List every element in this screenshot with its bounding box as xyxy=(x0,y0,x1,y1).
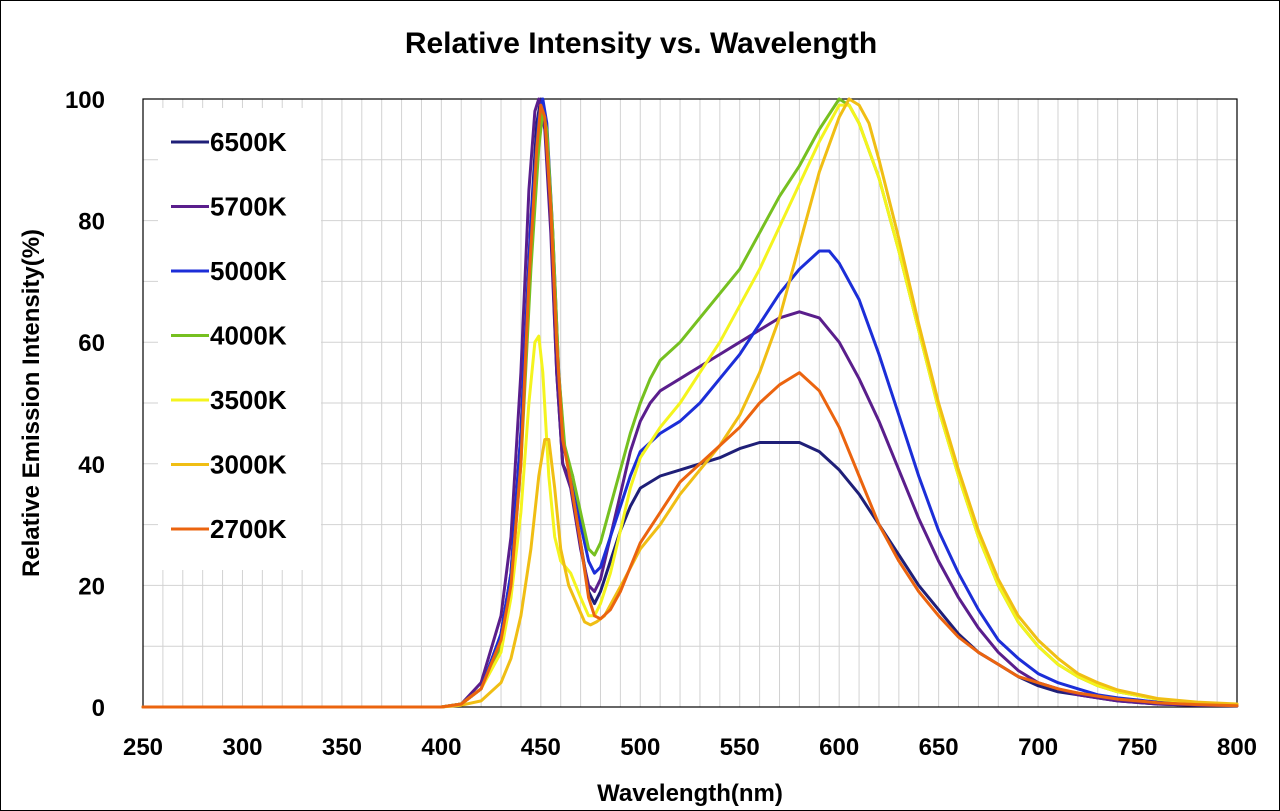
x-tick-labels: 250 300 350 400 450 500 550 600 650 700 750 800 xyxy=(123,734,1257,761)
x-tick-label: 500 xyxy=(620,734,660,761)
y-tick-label: 40 xyxy=(78,452,105,479)
legend-label-6500K: 6500K xyxy=(210,127,287,157)
series-line-2700K xyxy=(141,103,1239,709)
x-tick-label: 300 xyxy=(222,734,262,761)
plot-area xyxy=(142,98,1238,708)
y-tick-label: 0 xyxy=(92,695,105,722)
legend-label-3500K: 3500K xyxy=(210,385,287,415)
y-tick-label: 80 xyxy=(78,209,105,236)
legend-label-5700K: 5700K xyxy=(210,192,287,222)
x-tick-label: 700 xyxy=(1018,734,1058,761)
legend-label-5000K: 5000K xyxy=(210,256,287,286)
series-line-3500K xyxy=(141,103,1239,709)
legend: 6500K 5700K 5000K 4000K 3500K 3000K 2700K xyxy=(158,108,321,570)
chart-title: Relative Intensity vs. Wavelength xyxy=(405,27,877,60)
legend-label-4000K: 4000K xyxy=(210,321,287,351)
y-axis-title: Relative Emission Intensity(%) xyxy=(18,229,45,577)
y-tick-label: 100 xyxy=(65,87,105,114)
y-tick-label: 60 xyxy=(78,330,105,357)
legend-label-2700K: 2700K xyxy=(210,514,287,544)
x-tick-label: 800 xyxy=(1217,734,1257,761)
x-tick-label: 600 xyxy=(819,734,859,761)
legend-box xyxy=(158,108,321,570)
x-tick-label: 250 xyxy=(123,734,163,761)
y-tick-label: 20 xyxy=(78,573,105,600)
series-lines xyxy=(141,97,1239,709)
x-tick-label: 750 xyxy=(1117,734,1157,761)
x-tick-label: 650 xyxy=(919,734,959,761)
x-tick-label: 550 xyxy=(720,734,760,761)
x-tick-label: 350 xyxy=(322,734,362,761)
x-tick-label: 450 xyxy=(521,734,561,761)
y-tick-labels: 0 20 40 60 80 100 xyxy=(65,87,105,722)
legend-label-3000K: 3000K xyxy=(210,450,287,480)
series-line-5700K xyxy=(141,97,1239,709)
x-axis-title: Wavelength(nm) xyxy=(597,780,783,807)
x-tick-label: 400 xyxy=(421,734,461,761)
